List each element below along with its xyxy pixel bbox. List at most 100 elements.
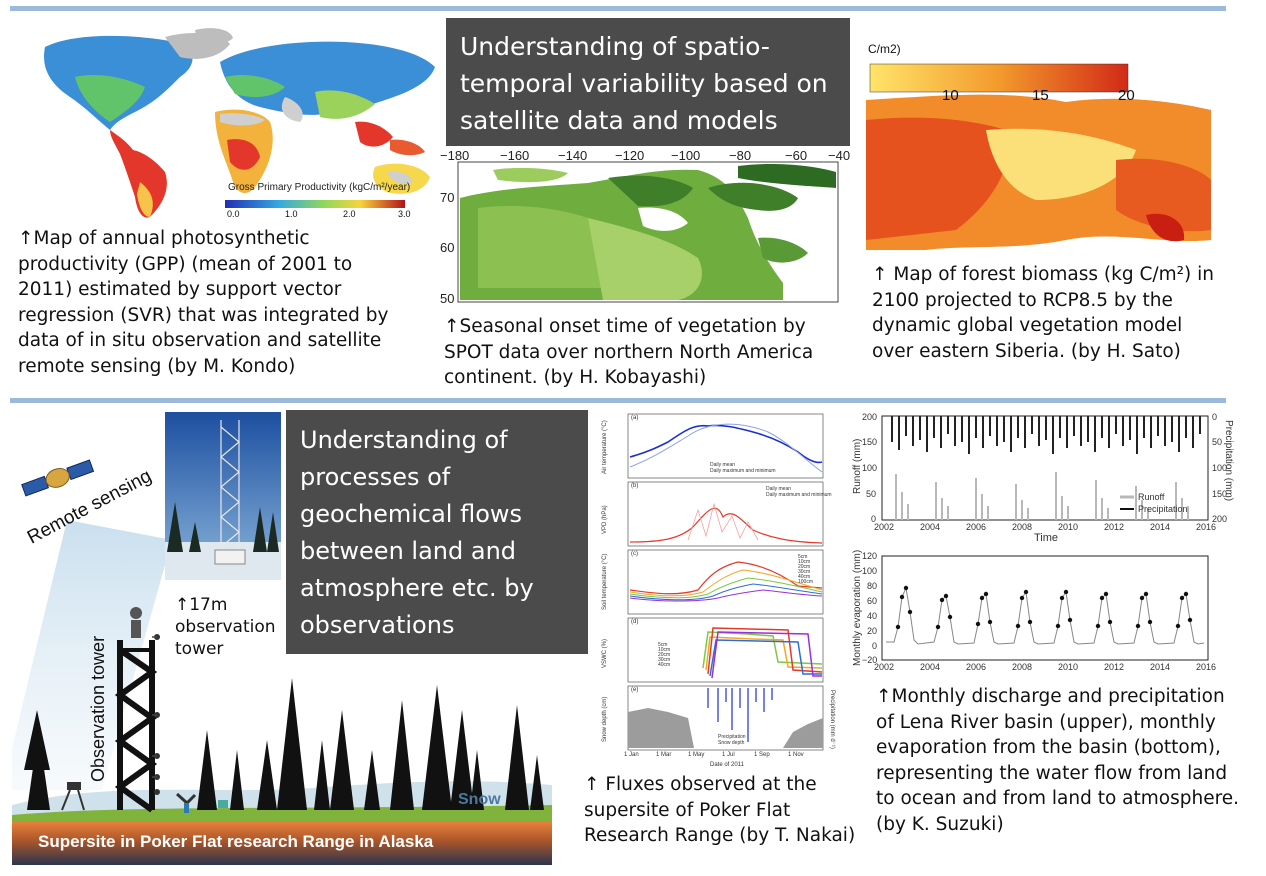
flux-legend: Snow depth [718,740,745,746]
flux-legend: Daily mean [710,462,736,468]
flux-legend: 10cm [798,559,811,565]
flux-xtick: 1 Jul [722,752,735,758]
lena-lower-ytick: 60 [867,596,878,606]
flux-legend: 30cm [798,569,811,575]
biomass-legend-tick: 15 [1032,87,1049,104]
lena-lower-xtick: 2014 [1150,662,1171,672]
lena-lower-xtick: 2004 [920,662,941,672]
caption-line: data of in situ observation and satellit… [18,330,382,351]
lena-lower-xtick: 2010 [1058,662,1079,672]
spot-lon-tick: −60 [785,148,808,163]
spot-lat-tick: 60 [440,240,455,255]
lena-upper-ytick: 50 [866,489,877,499]
lena-upper-xtick: 2004 [920,522,941,532]
flux-panel-label: (a) [631,415,639,421]
flux-ylabel: Snow depth (cm) [602,696,608,742]
bottom-title-line: between land and [300,537,517,565]
caption-line: ↑Map of annual photosynthetic [18,228,310,249]
lena-lower-ytick: 40 [867,611,878,621]
spot-lon-tick: −100 [671,148,701,163]
lena-upper-ytick-right: 0 [1212,412,1218,422]
top-title-line: Understanding of spatio- [460,32,770,61]
spot-lon-tick: −180 [440,148,470,163]
gpp-legend-tick: 2.0 [343,209,356,219]
caption-line: over eastern Siberia. (by H. Sato) [872,340,1181,362]
caption-line: to ocean and from land to atmosphere. [876,788,1240,809]
caption-line: dynamic global vegetation model [872,315,1183,336]
flux-xtick: 1 Nov [788,752,804,758]
lena-legend: Runoff [1138,492,1165,502]
biomass-map: C/m2) 10 15 20 [866,40,1228,258]
caption-line: continent. (by H. Kobayashi) [444,367,707,388]
caption-line: ↑17m [175,595,228,615]
flux-ylabel: Soil temperature (°C) [602,553,608,610]
lena-upper-xtick: 2006 [966,522,987,532]
lena-lower-xtick: 2002 [874,662,895,672]
spot-lon-tick: −120 [615,148,645,163]
lena-lower-xtick: 2016 [1196,662,1217,672]
lena-lower-xtick: 2008 [1012,662,1033,672]
observation-tower-label: Observation tower [88,635,108,782]
spot-lon-tick: −140 [558,148,588,163]
biomass-caption: ↑ Map of forest biomass (kg C/m²) in 210… [872,262,1252,364]
spot-lat-tick: 50 [440,291,455,306]
caption-line: representing the water flow from land [876,762,1228,784]
caption-line: observation [175,617,276,637]
lena-lower-xtick: 2012 [1104,662,1125,672]
spot-onset-map: −180 −160 −140 −120 −100 −80 −60 −40 70 … [438,148,850,306]
flux-ylabel: Air temperature (°C) [602,420,608,474]
flux-legend: Precipitation [718,734,746,740]
lena-legend: Precipitation [1138,504,1188,514]
gpp-legend-title: Gross Primary Productivity (kgC/m²/year) [228,182,411,193]
flux-legend: 20cm [658,652,671,658]
tower-photo [165,412,281,580]
gpp-legend-tick: 0.0 [227,209,240,219]
caption-line: supersite of Poker Flat [584,799,791,821]
caption-line: ↑ Map of forest biomass (kg C/m²) in [872,264,1215,285]
flux-xtick: 1 Mar [656,752,672,758]
caption-line: 2100 projected to RCP8.5 by the [872,289,1173,311]
lena-upper-xtick: 2008 [1012,522,1033,532]
top-title-line: temporal variability based on [460,69,828,98]
gpp-legend-tick: 1.0 [285,209,298,219]
flux-ylabel: VSWC (%) [602,639,608,668]
lena-lower-ytick: 20 [867,626,878,636]
lena-upper-ytick: 100 [862,463,878,473]
lena-upper-xtick: 2016 [1196,522,1217,532]
lena-upper-xtick: 2010 [1058,522,1079,532]
lena-lower-ytick: 120 [862,551,878,561]
lena-lower-ytick: −20 [862,655,878,665]
flux-legend: 40cm [658,662,671,668]
bottom-title-line: observations [300,611,455,639]
spot-lat-tick: 70 [440,190,455,205]
gpp-world-map: Gross Primary Productivity (kgC/m²/year)… [15,22,440,222]
biomass-legend-tick: 10 [942,87,959,104]
spot-lon-tick: −80 [729,148,752,163]
top-title-box: Understanding of spatio- temporal variab… [446,18,850,146]
flux-legend: Daily maximum and minimum [766,492,832,498]
lena-lower-ytick: 0 [872,641,878,651]
caption-line: (by K. Suzuki) [876,813,1004,835]
flux-xtick: 1 May [688,752,705,758]
flux-legend: 5cm [658,642,668,648]
lena-upper-ytick: 200 [862,412,878,422]
flux-legend: 5cm [798,554,808,560]
caption-line: productivity (GPP) (mean of 2001 to [18,253,353,275]
caption-line: of Lena River basin (upper), monthly [876,711,1216,733]
flux-xtick: 1 Sep [754,752,770,758]
gpp-caption: ↑Map of annual photosynthetic productivi… [18,226,428,379]
flux-ylabel: VPD (hPa) [602,505,608,534]
lena-lower-xtick: 2006 [966,662,987,672]
flux-panel-label: (d) [631,619,639,625]
flux-legend: 10cm [658,647,671,653]
caption-line: Research Range (by T. Nakai) [584,825,856,846]
poker-flat-illustration: Remote sensing Observation tower Snow Su… [2,410,552,865]
lena-xlabel: Time [1034,532,1059,544]
flux-legend: 100cm [798,579,814,585]
bottom-title-line: geochemical flows [300,500,523,528]
flux-legend: Daily maximum and minimum [710,468,776,474]
fluxes-figure: (a) (b) (c) (d) (e) Air temperature (°C)… [598,412,840,777]
flux-legend: 40cm [798,574,811,580]
caption-line: 2011) estimated by support vector [18,279,342,300]
flux-xlabel: Date of 2011 [710,762,744,768]
